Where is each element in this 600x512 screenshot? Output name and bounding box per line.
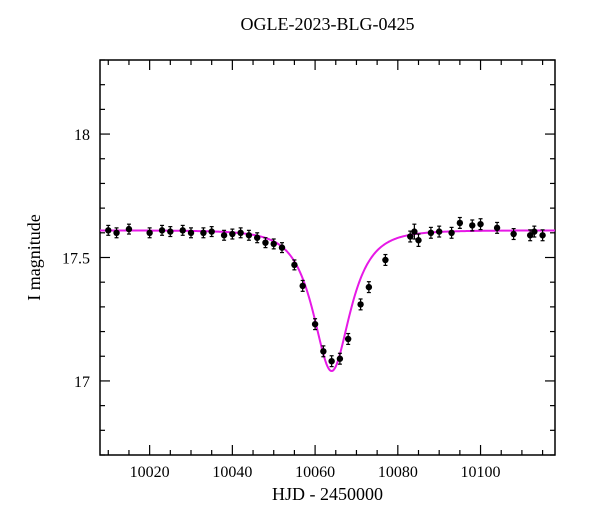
svg-text:10020: 10020 (130, 464, 170, 481)
data-point (457, 220, 463, 226)
svg-text:17: 17 (74, 374, 90, 391)
data-point (320, 348, 326, 354)
data-point (271, 241, 277, 247)
data-point (200, 230, 206, 236)
data-point (382, 257, 388, 263)
chart-title: OGLE-2023-BLG-0425 (241, 14, 415, 34)
data-point (105, 227, 111, 233)
data-point (180, 227, 186, 233)
data-point (246, 232, 252, 238)
data-point (159, 227, 165, 233)
data-point (469, 222, 475, 228)
data-point (539, 232, 545, 238)
data-point (113, 230, 119, 236)
data-point (291, 262, 297, 268)
data-point (510, 231, 516, 237)
data-point (337, 356, 343, 362)
svg-text:10100: 10100 (461, 464, 501, 481)
svg-text:10040: 10040 (212, 464, 252, 481)
data-point (448, 230, 454, 236)
svg-text:17.5: 17.5 (62, 251, 90, 268)
data-point (188, 230, 194, 236)
data-point (357, 301, 363, 307)
x-axis-label: HJD - 2450000 (272, 484, 383, 504)
svg-text:10080: 10080 (378, 464, 418, 481)
svg-text:18: 18 (74, 127, 90, 144)
data-point (208, 228, 214, 234)
data-point (415, 237, 421, 243)
data-point (312, 321, 318, 327)
y-axis-label: I magnitude (24, 214, 44, 300)
lightcurve-chart: OGLE-2023-BLG-0425 10020 10040 10060 10080 10… (0, 0, 600, 512)
data-point (221, 232, 227, 238)
data-point (477, 221, 483, 227)
data-point (262, 239, 268, 245)
data-point (345, 336, 351, 342)
data-point (436, 228, 442, 234)
data-point (237, 230, 243, 236)
data-point (254, 235, 260, 241)
data-point (279, 244, 285, 250)
data-point (531, 228, 537, 234)
data-point (366, 284, 372, 290)
data-point (494, 225, 500, 231)
data-point (328, 358, 334, 364)
data-point (126, 226, 132, 232)
data-point (229, 231, 235, 237)
data-point (428, 230, 434, 236)
data-point (167, 228, 173, 234)
svg-text:10060: 10060 (295, 464, 335, 481)
data-point (299, 283, 305, 289)
data-point (146, 230, 152, 236)
